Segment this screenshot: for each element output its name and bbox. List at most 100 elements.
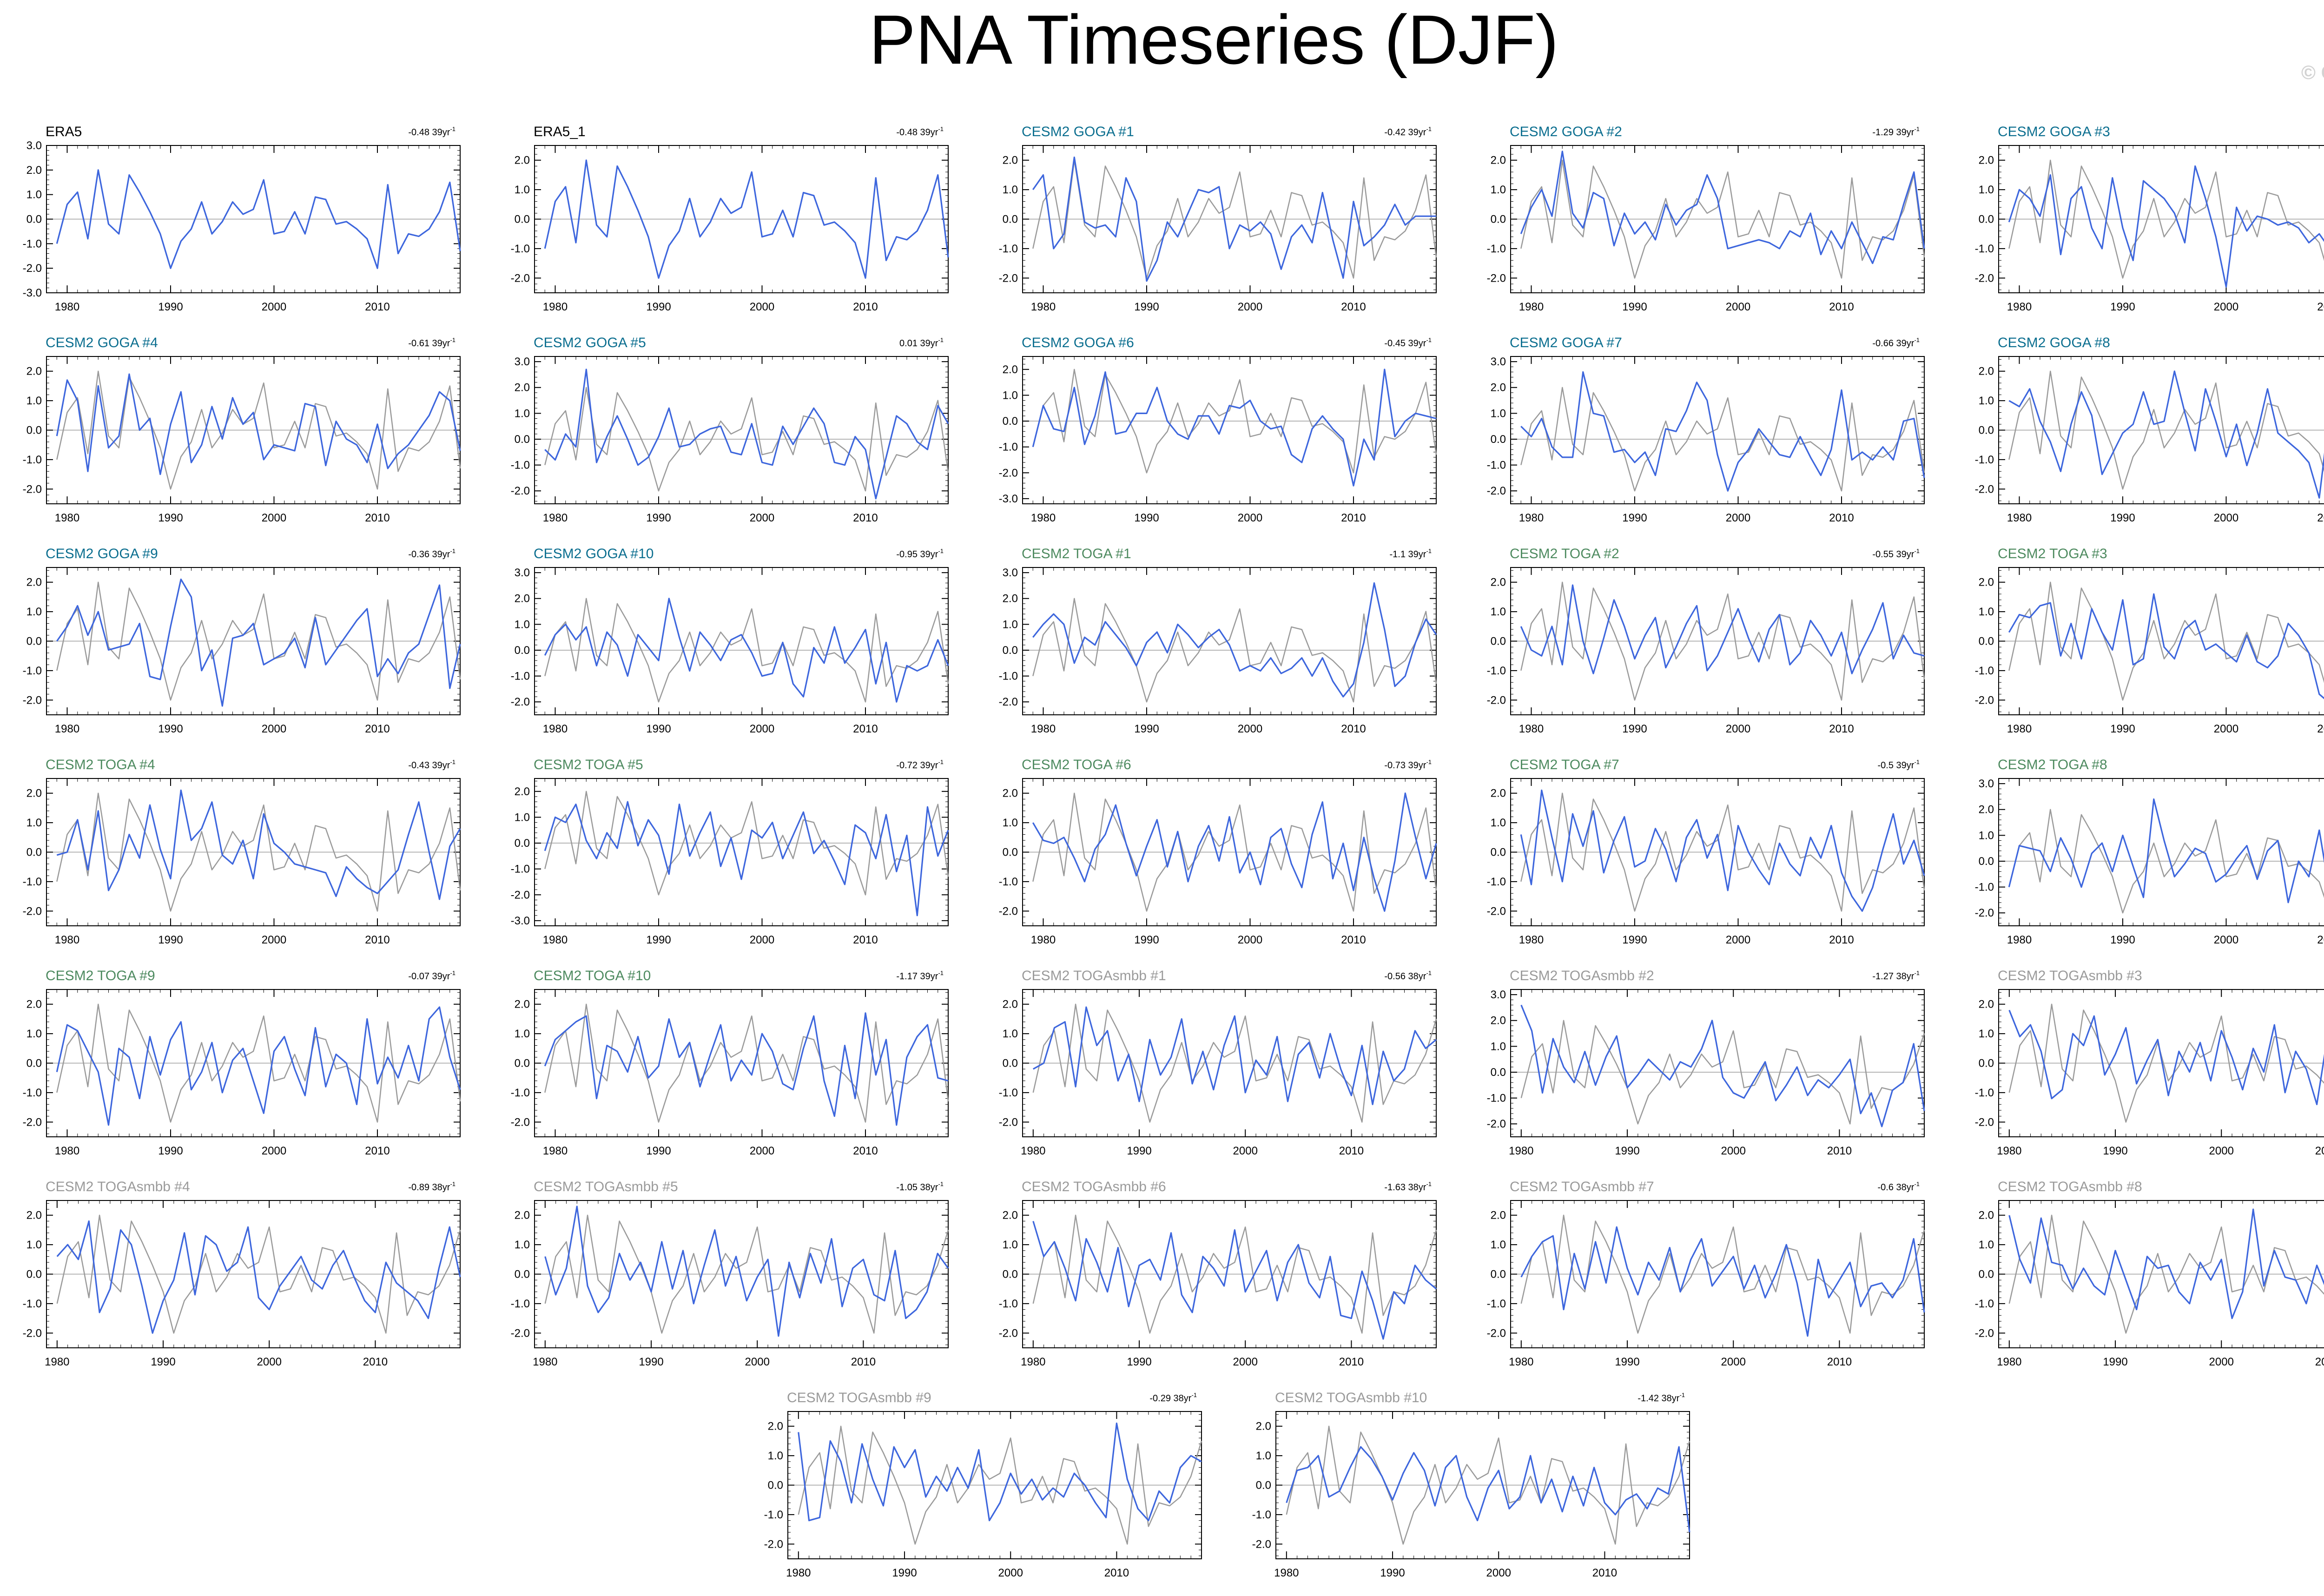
series-line — [56, 1006, 461, 1126]
series-line — [544, 159, 949, 279]
y-tick-label: -3.0 — [511, 915, 530, 927]
y-tick-label: -2.0 — [511, 485, 530, 497]
y-tick-label: 0.0 — [515, 1057, 530, 1070]
y-tick-label: 1.0 — [1491, 407, 1506, 420]
x-tick-label: 1990 — [158, 301, 183, 313]
y-tick-label: -2.0 — [511, 696, 530, 708]
y-tick-label: 0.0 — [1003, 415, 1018, 428]
chart-panel: CESM2 TOGA #6 -0.73 39yr-1 2.0 1.0 0.0 -1.0 -2… — [999, 757, 1437, 946]
series-line — [1032, 582, 1437, 698]
plot-frame — [1022, 356, 1437, 504]
y-tick-label: 1.0 — [1003, 1028, 1018, 1040]
x-tick-label: 1980 — [533, 1356, 557, 1368]
x-tick-label: 1990 — [2110, 301, 2135, 313]
y-tick-label: -2.0 — [23, 905, 42, 917]
series-line — [1520, 584, 1925, 674]
y-tick-label: 2.0 — [1979, 804, 1994, 816]
panel-title: CESM2 GOGA #7 — [1510, 335, 1622, 350]
y-tick-label: 1.0 — [1979, 606, 1994, 618]
trend-superscript: -1 — [450, 969, 456, 976]
panel-title: CESM2 TOGAsmbb #6 — [1022, 1179, 1166, 1194]
panel-title: CESM2 GOGA #4 — [46, 335, 158, 350]
y-tick-label: 0.0 — [1491, 1268, 1506, 1281]
y-tick-label: -1.0 — [511, 1087, 530, 1099]
y-tick-label: -1.0 — [23, 1298, 42, 1310]
chart-panel: CESM2 TOGAsmbb #5 -1.05 38yr-1 2.0 1.0 0.0 -1… — [511, 1179, 949, 1368]
x-tick-label: 2000 — [1721, 1356, 1746, 1368]
x-tick-label: 2000 — [1238, 512, 1262, 524]
y-tick-label: 1.0 — [1979, 1028, 1994, 1040]
x-tick-label: 1990 — [151, 1356, 175, 1368]
trend-superscript: -1 — [938, 758, 944, 765]
y-tick-label: -1.0 — [1487, 1092, 1506, 1105]
x-tick-label: 2000 — [1233, 1145, 1258, 1157]
chart-panel: CESM2 TOGAsmbb #8-1.2 38yr-12.01.00.0-1.… — [1975, 1179, 2324, 1368]
panel-title: CESM2 GOGA #6 — [1022, 335, 1134, 350]
x-tick-label: 2010 — [853, 512, 878, 524]
reference-series-line — [56, 581, 461, 701]
y-tick-label: -1.0 — [999, 243, 1018, 255]
series-line — [1033, 1006, 1437, 1105]
y-tick-label: -2.0 — [1487, 694, 1506, 706]
x-tick-label: 1980 — [1021, 1145, 1045, 1157]
chart-panel: CESM2 TOGAsmbb #7 -0.6 38yr-1 2.0 1.0 0.0 -1.… — [1487, 1179, 1925, 1368]
x-tick-label: 1980 — [2007, 301, 2032, 313]
trend-label: -0.43 39yr-1 — [408, 758, 456, 771]
chart-panel: CESM2 TOGAsmbb #1 -0.56 38yr-1 2.0 1.0 0.0 -1… — [999, 968, 1437, 1157]
y-tick-label: 1.0 — [1491, 1239, 1506, 1251]
x-tick-label: 1980 — [543, 512, 568, 524]
x-tick-label: 2000 — [750, 1145, 774, 1157]
x-tick-label: 1980 — [543, 1145, 568, 1157]
series-line — [1520, 1004, 1925, 1128]
y-tick-label: 1.0 — [1979, 829, 1994, 842]
reference-series-line — [2008, 159, 2324, 279]
y-tick-label: -3.0 — [23, 287, 42, 299]
y-tick-label: -2.0 — [511, 1116, 530, 1128]
y-tick-label: 0.0 — [515, 1268, 530, 1281]
reference-series-line — [2008, 581, 2324, 701]
y-tick-label: 0.0 — [515, 644, 530, 657]
chart-panel: CESM2 TOGA #4 -0.43 39yr-1 2.0 1.0 0.0 -1.0 -2… — [23, 757, 461, 946]
reference-series-line — [544, 791, 949, 896]
chart-panel: ERA5 -0.48 39yr-1 3.0 2.0 1.0 0.0 -1.0 -2.0 -3.0… — [23, 124, 461, 313]
y-tick-label: 2.0 — [515, 998, 530, 1011]
trend-label: -0.5 39yr-1 — [1878, 758, 1920, 771]
x-tick-label: 1990 — [2110, 934, 2135, 946]
chart-panel: CESM2 TOGAsmbb #3-0.53 38yr-12.01.00.0-1… — [1975, 968, 2324, 1157]
x-tick-label: 1980 — [45, 1356, 69, 1368]
chart-panel: CESM2 TOGA #1 -1.1 39yr-1 3.0 2.0 1.0 0.0 -1.0… — [999, 546, 1437, 735]
y-tick-label: 1.0 — [515, 184, 530, 196]
y-tick-label: 0.0 — [515, 433, 530, 446]
trend-label: -0.07 39yr-1 — [408, 969, 456, 982]
x-tick-label: 1990 — [1134, 301, 1159, 313]
chart-panel: CESM2 GOGA #3-0.36 39yr-12.01.00.0-1.0-2… — [1975, 124, 2324, 313]
x-tick-label: 1980 — [543, 934, 568, 946]
y-tick-label: 0.0 — [1491, 1066, 1506, 1079]
panel-title: CESM2 TOGA #3 — [1998, 546, 2107, 561]
x-tick-label: 2010 — [1829, 512, 1854, 524]
x-tick-label: 1980 — [543, 723, 568, 735]
x-tick-label: 2010 — [365, 934, 390, 946]
x-tick-label: 1990 — [639, 1356, 663, 1368]
y-tick-label: -1.0 — [1975, 454, 1994, 466]
y-tick-label: -1.0 — [23, 1087, 42, 1099]
panel-title: ERA5 — [46, 124, 82, 139]
chart-panel: CESM2 GOGA #6 -0.45 39yr-1 2.0 1.0 0.0 -1.0 -2… — [999, 335, 1437, 524]
x-tick-label: 2000 — [1238, 723, 1262, 735]
y-tick-label: 3.0 — [1003, 567, 1018, 579]
reference-series-line — [544, 387, 949, 492]
x-tick-label: 1990 — [158, 512, 183, 524]
chart-panel: CESM2 TOGAsmbb #6 -1.63 38yr-1 2.0 1.0 0.0 -1… — [999, 1179, 1437, 1368]
y-tick-label: 2.0 — [1979, 365, 1994, 378]
x-tick-label: 1980 — [1509, 1145, 1533, 1157]
y-tick-label: -2.0 — [1487, 1118, 1506, 1130]
y-tick-label: -2.0 — [999, 905, 1018, 917]
x-tick-label: 1980 — [1519, 512, 1544, 524]
y-tick-label: 3.0 — [515, 356, 530, 368]
y-tick-label: 2.0 — [26, 576, 42, 589]
trend-superscript: -1 — [1426, 547, 1432, 554]
reference-series-line — [56, 1003, 461, 1123]
y-tick-label: 3.0 — [1491, 989, 1506, 1001]
series-line — [1520, 789, 1925, 912]
x-tick-label: 2010 — [2317, 512, 2324, 524]
